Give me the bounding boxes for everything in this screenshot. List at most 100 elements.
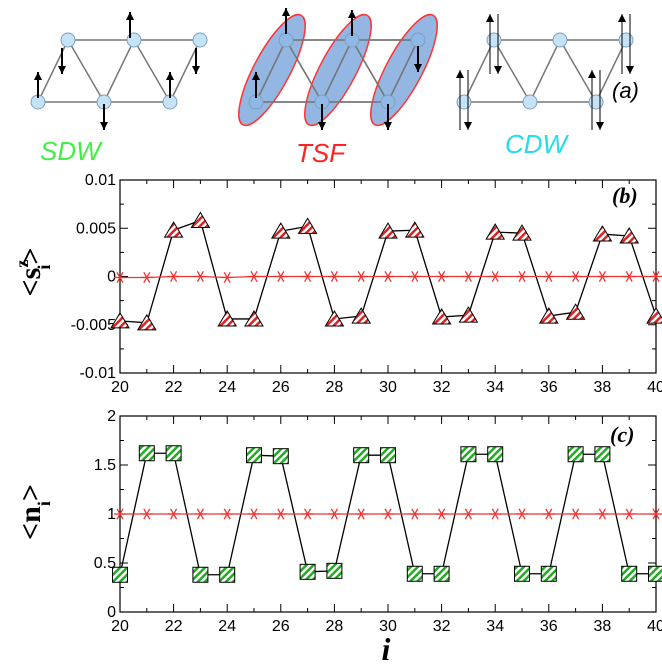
- panel-b-asterisk-point: [408, 270, 421, 283]
- panel-c-square-point: [138, 445, 155, 462]
- panel-b-xtick-label: 38: [594, 379, 612, 396]
- panel-c-square-point: [487, 446, 504, 463]
- cdw-bond: [463, 39, 495, 103]
- cdw-site: [552, 32, 568, 48]
- sdw-bond: [133, 39, 171, 103]
- sdw-spin-down-arrow-head: [192, 66, 200, 74]
- panel-c-xtick-label: 38: [594, 618, 612, 635]
- panel-b-triangle-point: [512, 224, 532, 241]
- panel-c-xtick-label: 22: [165, 618, 183, 635]
- panel-c-square-point: [648, 565, 662, 582]
- panel-c-asterisk-point: [274, 508, 287, 520]
- panel-c-asterisk-point: [542, 508, 555, 520]
- panel-b-asterisk-point: [462, 270, 475, 283]
- panel-b-xtick-label: 22: [165, 379, 183, 396]
- panel-a-label: (a): [612, 78, 639, 103]
- phase-label-cdw: CDW: [505, 129, 570, 159]
- panel-c-square-point: [433, 565, 450, 582]
- panel-c-ytick-label: 1: [107, 506, 116, 523]
- panel-b-triangle-point: [431, 308, 452, 325]
- panel-b-asterisk-point: [140, 271, 153, 283]
- panel-b-xtick-label: 32: [433, 379, 451, 396]
- panel-c-square-point: [272, 448, 289, 465]
- cdw-bond: [529, 39, 561, 103]
- cdw-pair-arrow-head-up: [618, 14, 626, 22]
- panel-b-ytick-label: 0.005: [76, 220, 116, 237]
- sdw-spin-down-arrow-head: [58, 66, 66, 74]
- cdw-site: [486, 32, 502, 48]
- panel-b-triangle-point: [538, 307, 559, 324]
- cdw-pair-arrow-head-down: [494, 66, 502, 74]
- panel-b-triangle-point: [404, 221, 425, 238]
- panel-b-asterisk-point: [435, 270, 448, 283]
- panel-b-ytick-label: 0.01: [85, 172, 116, 189]
- panel-c-asterisk-point: [382, 508, 394, 520]
- tsf-spin-up-arrow-head: [282, 8, 290, 16]
- panel-c-asterisk-point: [569, 508, 582, 520]
- panel-b-triangle-point: [163, 221, 184, 238]
- sdw-site: [60, 32, 76, 48]
- panel-a-lattice-schematics: [30, 8, 634, 130]
- panel-c-ytick-label: 0: [107, 604, 116, 621]
- panel-b-ytick-label: -0.01: [80, 365, 117, 382]
- phase-label-sdw: SDW: [40, 136, 103, 166]
- panel-c-asterisk-point: [167, 508, 180, 520]
- panel-c-asterisk-point: [194, 508, 207, 520]
- panel-c-asterisk-point: [114, 508, 126, 520]
- cdw-site: [588, 94, 604, 110]
- panel-b-xtick-label: 30: [379, 379, 397, 396]
- panel-b-asterisk-point: [569, 270, 582, 283]
- panel-b-triangle-point: [485, 223, 506, 240]
- panel-b-spin-plot: 20 22 24 26 28 30 32 34 36 38 40 -0.01 -0.005 0 0.005 0…: [71, 172, 662, 396]
- panel-c-square-point: [380, 447, 396, 464]
- sdw-site: [192, 32, 208, 48]
- panel-c-xtick-label: 20: [111, 618, 129, 635]
- panel-c-square-point: [112, 566, 128, 583]
- tsf-spin-down-arrow-head: [318, 122, 326, 130]
- panel-c-square-point: [540, 565, 557, 582]
- panel-c-square-point: [299, 563, 316, 580]
- panel-b-asterisk-point: [301, 270, 314, 283]
- panel-c-asterisk-point: [623, 508, 636, 520]
- cdw-pair-arrow-head-up: [486, 14, 494, 22]
- panel-c-asterisk-point: [328, 508, 341, 520]
- panel-b-triangle-point: [136, 313, 157, 331]
- panel-c-asterisk-point: [221, 508, 234, 520]
- sdw-bond: [103, 39, 135, 103]
- panel-b-triangle-point: [619, 226, 640, 244]
- panel-b-xtick-label: 28: [326, 379, 344, 396]
- panel-b-asterisk-point: [114, 271, 126, 283]
- phase-label-tsf: TSF: [296, 138, 347, 168]
- panel-c-asterisk-point: [301, 508, 314, 520]
- panel-b-xtick-label: 34: [486, 379, 504, 396]
- panel-b-label: (b): [612, 183, 638, 208]
- tsf-bond: [351, 39, 389, 103]
- cdw-pair-arrow-head-up: [588, 70, 596, 78]
- panel-b-asterisk-point: [516, 270, 528, 283]
- panel-b-asterisk-point: [650, 270, 662, 283]
- panel-c-xtick-label: 34: [486, 618, 504, 635]
- cdw-bond: [493, 39, 531, 103]
- panel-b-ytick-label: -0.005: [71, 317, 116, 334]
- panel-c-square-point: [326, 562, 343, 579]
- cdw-pair-arrow-head-up: [456, 70, 464, 78]
- panel-c-square-point: [406, 565, 423, 582]
- panel-c-ytick-label: 1.5: [94, 457, 116, 474]
- panel-c-xtick-label: 40: [647, 618, 662, 635]
- panel-b-asterisk-point: [489, 270, 502, 283]
- panel-b-asterisk-point: [623, 270, 636, 283]
- panel-b-xtick-label: 36: [540, 379, 558, 396]
- cdw-site: [456, 94, 472, 110]
- panel-c-asterisk-point: [516, 508, 528, 520]
- panel-c-square-point: [567, 446, 584, 463]
- panel-c-asterisk-point: [489, 508, 502, 520]
- panel-b-triangle-point: [378, 222, 398, 239]
- cdw-pair-arrow-head-down: [596, 122, 604, 130]
- panel-b-triangle-point: [351, 307, 372, 324]
- panel-b-asterisk-point: [596, 270, 609, 283]
- tsf-spin-down-arrow-head: [414, 64, 422, 72]
- panel-c-square-point: [594, 446, 611, 463]
- panel-c-xtick-label: 30: [379, 618, 397, 635]
- panel-b-triangle-point: [592, 225, 613, 242]
- panel-b-asterisk-point: [221, 271, 234, 283]
